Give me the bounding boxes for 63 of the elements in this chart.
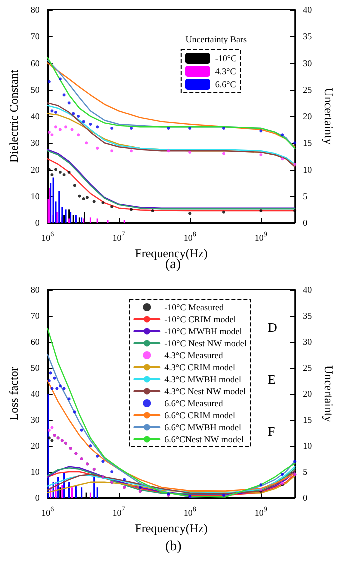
y2-tick-label: 35 bbox=[303, 311, 313, 321]
y-tick-label: 70 bbox=[30, 311, 40, 321]
y2-tick-label: 40 bbox=[303, 5, 313, 15]
y-tick-label: 70 bbox=[30, 32, 40, 42]
y2-tick-label: 25 bbox=[303, 84, 313, 95]
y2-axis-title: Uncertainty bbox=[322, 366, 336, 422]
x-axis-title: Frequency(Hz) bbox=[135, 521, 208, 536]
y2-tick-label: 20 bbox=[303, 389, 313, 399]
y-tick-label: 50 bbox=[30, 84, 40, 95]
legend-label: 4.3°C MWBH model bbox=[164, 374, 242, 384]
y-tick-label: 20 bbox=[30, 441, 40, 451]
legend-label: -10°C Nest NW model bbox=[164, 338, 248, 348]
y2-tick-label: 20 bbox=[303, 112, 313, 122]
legend-label: 6.6°C Measured bbox=[164, 398, 224, 408]
y2-tick-label: 0 bbox=[303, 218, 308, 228]
legend-label: 6.6°C MWBH model bbox=[164, 422, 242, 432]
y2-tick-label: 0 bbox=[303, 493, 308, 503]
legend-label: 4.3°C bbox=[215, 66, 236, 76]
legend-label: 6.6°C bbox=[215, 80, 236, 90]
y-axis-title: Dielectric Constant bbox=[7, 69, 21, 163]
y-tick-label: 30 bbox=[30, 138, 40, 148]
legend-title: Uncertainty Bars bbox=[186, 34, 248, 44]
legend-label: 4.3°C Nest NW model bbox=[164, 386, 247, 396]
text: (b) bbox=[166, 540, 182, 554]
y-tick-label: 10 bbox=[30, 191, 40, 202]
legend-label: 4.3°C Measured bbox=[164, 350, 224, 360]
y-axis-title: Loss factor bbox=[7, 367, 21, 421]
y-tick-label: 20 bbox=[30, 164, 40, 175]
y-tick-label: 60 bbox=[30, 58, 40, 68]
y2-axis-title: Uncertainty bbox=[322, 88, 336, 145]
y-tick-label: 40 bbox=[30, 112, 40, 122]
y-tick-label: 80 bbox=[30, 285, 40, 295]
y2-tick-label: 5 bbox=[303, 467, 308, 477]
annotation: D bbox=[268, 320, 278, 335]
legend-label: -10°C Measured bbox=[164, 302, 224, 312]
text: (a) bbox=[166, 258, 182, 272]
y-tick-label: 60 bbox=[30, 337, 40, 347]
y-tick-label: 80 bbox=[30, 5, 40, 15]
y-tick-label: 50 bbox=[30, 363, 40, 373]
legend-label: -10°C MWBH model bbox=[164, 326, 243, 336]
y-tick-label: 0 bbox=[35, 493, 40, 503]
y2-tick-label: 40 bbox=[303, 285, 313, 295]
annotation: E bbox=[268, 372, 276, 387]
y2-tick-label: 30 bbox=[303, 337, 313, 347]
annotation: F bbox=[268, 424, 276, 439]
legend-label: -10°C CRIM model bbox=[164, 314, 237, 324]
legend-label: 6.6°CNest NW model bbox=[164, 434, 244, 444]
y2-tick-label: 10 bbox=[303, 164, 313, 175]
legend-label: 4.3°C CRIM model bbox=[164, 362, 236, 372]
y2-tick-label: 15 bbox=[303, 415, 313, 425]
y2-tick-label: 30 bbox=[303, 58, 313, 68]
x-axis-title: Frequency(Hz) bbox=[135, 246, 208, 260]
y-tick-label: 10 bbox=[30, 467, 40, 477]
y-tick-label: 30 bbox=[30, 415, 40, 425]
y2-tick-label: 15 bbox=[303, 138, 313, 148]
y2-tick-label: 35 bbox=[303, 32, 313, 42]
y-tick-label: 0 bbox=[35, 218, 40, 228]
y2-tick-label: 25 bbox=[303, 363, 313, 373]
y2-tick-label: 5 bbox=[303, 191, 308, 202]
legend-label: 6.6°C CRIM model bbox=[164, 410, 236, 420]
legend-label: -10°C bbox=[215, 54, 238, 64]
y2-tick-label: 10 bbox=[303, 441, 313, 451]
y-tick-label: 40 bbox=[30, 389, 40, 399]
